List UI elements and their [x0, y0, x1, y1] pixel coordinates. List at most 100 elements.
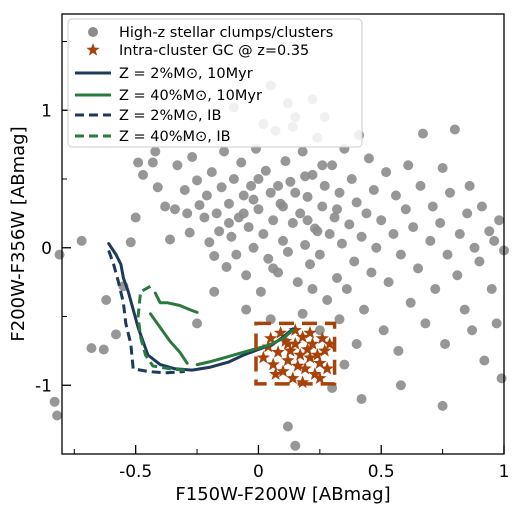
- clump-point: [484, 226, 495, 237]
- clump-point: [179, 185, 190, 195]
- clump-point: [489, 235, 500, 246]
- clump-point: [52, 410, 63, 421]
- clump-point: [297, 146, 308, 157]
- clump-point: [194, 200, 205, 211]
- clump-point: [287, 218, 298, 228]
- clump-point: [413, 263, 424, 274]
- legend: High-z stellar clumps/clusters Intra-clu…: [67, 18, 363, 148]
- clump-point: [300, 171, 311, 182]
- gc-star-point: [286, 371, 300, 385]
- clump-point: [363, 153, 374, 164]
- clump-point: [339, 359, 350, 370]
- clump-point: [192, 175, 203, 186]
- gc-star-point: [308, 367, 322, 380]
- clump-point: [405, 297, 416, 308]
- legend-label-z40-10myr: Z = 40%M⊙, 10Myr: [119, 88, 262, 104]
- clump-point: [314, 249, 325, 260]
- clump-point: [467, 325, 478, 336]
- legend-clump-marker: [88, 27, 98, 37]
- clump-point: [49, 396, 60, 407]
- clump-point: [54, 249, 65, 260]
- gc-star-point: [313, 371, 327, 385]
- clump-point: [319, 180, 330, 191]
- x-tick-label: -0.5: [119, 462, 152, 482]
- clump-point: [285, 176, 296, 187]
- gc-star-point: [291, 359, 305, 372]
- clump-point: [223, 218, 234, 228]
- clump-point: [469, 242, 480, 253]
- gc-star-point: [281, 337, 295, 350]
- clump-point: [314, 325, 325, 336]
- track-z40-10myr-segment: [148, 312, 189, 365]
- gc-star-point: [310, 348, 325, 361]
- clump-point: [307, 284, 318, 294]
- clump-point: [329, 212, 340, 223]
- gc-star-point: [315, 331, 329, 345]
- clump-point: [221, 262, 232, 272]
- gc-star-point: [313, 356, 327, 369]
- clump-point: [427, 201, 438, 212]
- x-tick-label: 0.5: [368, 462, 395, 482]
- gc-star-point: [303, 350, 317, 364]
- clump-point: [435, 218, 446, 228]
- x-axis-label: F150W-F200W [ABmag]: [175, 484, 390, 505]
- clump-point: [334, 187, 345, 198]
- clump-point: [268, 263, 279, 274]
- clump-point: [226, 231, 237, 242]
- clump-point: [216, 182, 227, 193]
- clump-point: [206, 167, 217, 178]
- clump-point: [356, 231, 367, 242]
- track-z40-ib: [136, 284, 185, 372]
- clump-point: [378, 325, 389, 336]
- clump-point: [201, 190, 212, 201]
- clump-point: [150, 146, 161, 157]
- clump-point: [172, 160, 183, 171]
- clump-point: [290, 440, 301, 451]
- clump-point: [425, 235, 436, 246]
- clump-point: [332, 273, 343, 283]
- gc-star-point: [266, 357, 280, 371]
- y-tick-label: 1: [41, 101, 52, 121]
- track-z2-ib: [107, 249, 185, 375]
- gc-star-point: [320, 361, 334, 375]
- legend-gc-marker: [86, 43, 100, 56]
- clump-point: [312, 226, 323, 237]
- clump-point: [248, 194, 259, 205]
- clump-point: [214, 226, 225, 237]
- clump-point: [253, 174, 264, 184]
- clump-point: [228, 174, 239, 184]
- clump-point: [437, 400, 448, 411]
- clump-point: [192, 318, 203, 329]
- clump-point: [376, 215, 387, 226]
- clump-point: [437, 163, 448, 173]
- clump-point: [322, 295, 333, 305]
- clump-point: [317, 201, 328, 212]
- gc-star-point: [300, 342, 315, 356]
- clump-point: [400, 204, 411, 215]
- clump-point: [393, 345, 404, 356]
- clump-point: [359, 304, 370, 315]
- legend-label-z40-ib: Z = 40%M⊙, IB: [119, 129, 231, 145]
- clump-point: [403, 160, 414, 171]
- clump-point: [133, 157, 144, 168]
- clump-point: [265, 187, 276, 198]
- clump-point: [152, 182, 163, 193]
- gc-star-point: [268, 367, 283, 380]
- clump-point: [334, 314, 345, 325]
- clump-point: [138, 169, 149, 180]
- clump-point: [479, 355, 490, 366]
- gc-star-point: [298, 361, 312, 375]
- clump-point: [459, 304, 470, 315]
- clump-point: [241, 270, 252, 281]
- gc-star-point: [281, 353, 295, 367]
- clump-point: [351, 197, 362, 208]
- clump-point: [417, 128, 428, 139]
- gc-star-point: [278, 334, 293, 347]
- clump-point: [86, 343, 97, 354]
- gc-star-point: [295, 330, 310, 343]
- track-z40-10myr: [153, 291, 199, 314]
- clump-point: [324, 229, 335, 239]
- clump-point: [282, 246, 293, 257]
- clump-point: [165, 234, 176, 245]
